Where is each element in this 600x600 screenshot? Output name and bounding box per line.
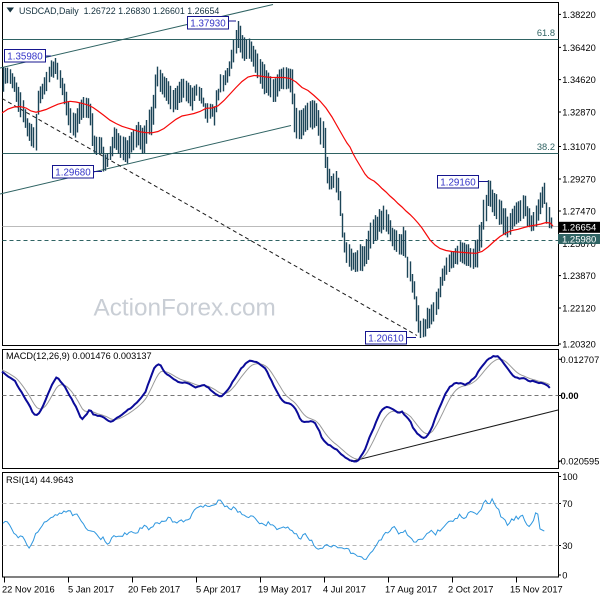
svg-text:1.34620: 1.34620 xyxy=(562,75,596,85)
svg-text:1.26654: 1.26654 xyxy=(562,222,596,233)
svg-text:2 Oct 2017: 2 Oct 2017 xyxy=(448,585,493,595)
svg-text:1.27470: 1.27470 xyxy=(562,207,596,217)
svg-text:15 Nov 2017: 15 Nov 2017 xyxy=(510,585,563,595)
svg-text:20 Feb 2017: 20 Feb 2017 xyxy=(128,585,180,595)
svg-text:1.35980: 1.35980 xyxy=(7,52,43,63)
svg-text:ActionForex.com: ActionForex.com xyxy=(94,295,276,322)
svg-text:1.29270: 1.29270 xyxy=(562,175,596,185)
svg-text:1.29680: 1.29680 xyxy=(55,168,91,179)
svg-text:0.012707: 0.012707 xyxy=(561,355,600,365)
svg-text:4 Jul 2017: 4 Jul 2017 xyxy=(323,585,366,595)
svg-text:MACD(12,26,9) 0.001476 0.00313: MACD(12,26,9) 0.001476 0.003137 xyxy=(6,351,152,361)
svg-text:RSI(14) 44.9643: RSI(14) 44.9643 xyxy=(6,475,73,485)
svg-text:1.25980: 1.25980 xyxy=(562,234,596,245)
svg-text:1.20610: 1.20610 xyxy=(368,334,404,345)
svg-text:1.36420: 1.36420 xyxy=(562,43,596,53)
svg-text:1.38220: 1.38220 xyxy=(562,10,596,20)
svg-text:5 Jan 2017: 5 Jan 2017 xyxy=(68,585,114,595)
svg-text:100: 100 xyxy=(562,472,578,482)
svg-text:1.32870: 1.32870 xyxy=(562,108,596,118)
svg-text:1.31070: 1.31070 xyxy=(562,142,596,152)
svg-text:USDCAD,Daily 1.26722 1.26830: USDCAD,Daily 1.26722 1.26830 1.26601 1.2… xyxy=(19,6,219,16)
svg-text:19 May 2017: 19 May 2017 xyxy=(258,585,312,595)
svg-text:0: 0 xyxy=(562,571,567,581)
svg-text:22 Nov 2016: 22 Nov 2016 xyxy=(2,585,55,595)
svg-text:1.22120: 1.22120 xyxy=(562,304,596,314)
svg-text:5 Apr 2017: 5 Apr 2017 xyxy=(196,585,241,595)
svg-text:30: 30 xyxy=(562,541,572,551)
svg-text:38.2: 38.2 xyxy=(537,142,555,152)
svg-text:-0.020595: -0.020595 xyxy=(558,457,600,467)
svg-text:70: 70 xyxy=(562,499,572,509)
svg-text:1.23870: 1.23870 xyxy=(562,271,596,281)
svg-text:0.00: 0.00 xyxy=(561,391,579,401)
svg-text:17 Aug 2017: 17 Aug 2017 xyxy=(385,585,437,595)
svg-text:1.20320: 1.20320 xyxy=(562,340,596,350)
svg-text:61.8: 61.8 xyxy=(537,28,555,38)
svg-text:1.37930: 1.37930 xyxy=(190,19,226,30)
svg-text:1.29160: 1.29160 xyxy=(440,178,476,189)
